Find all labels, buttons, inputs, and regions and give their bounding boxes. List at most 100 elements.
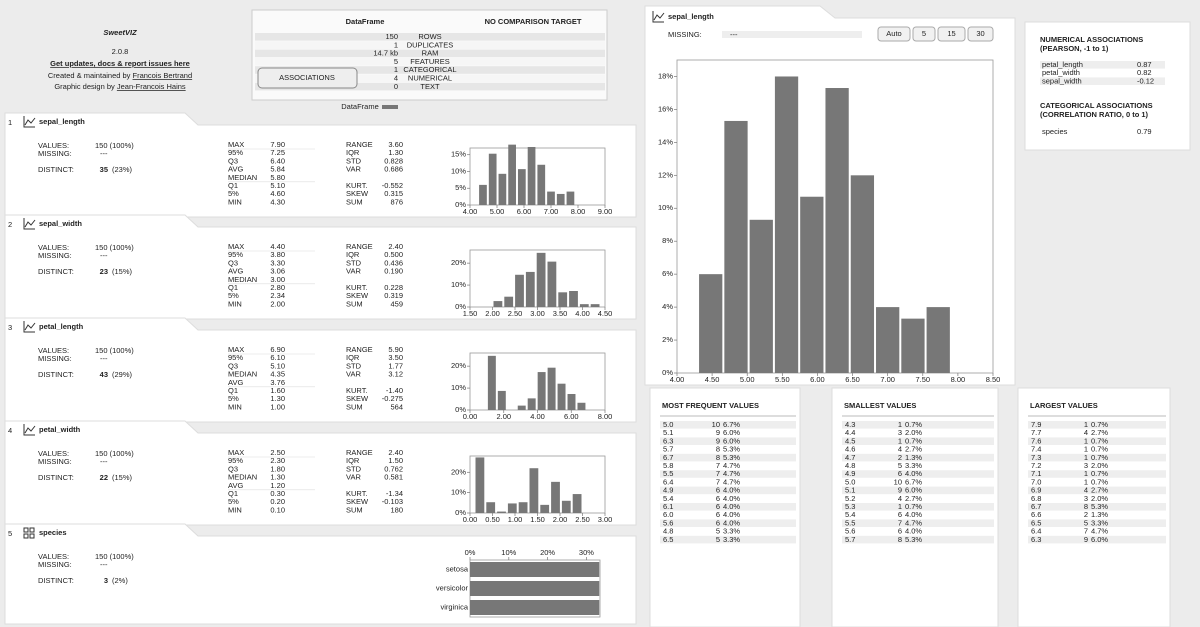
cell-percent: 2.7%	[1091, 428, 1108, 437]
x-tick-label: 4.50	[705, 375, 720, 384]
stat-value: 0.581	[384, 473, 403, 482]
cell-value: 4.3	[845, 420, 855, 429]
field-label: MISSING:	[38, 251, 72, 260]
stat-value: -1.40	[386, 386, 403, 395]
field-value: (23%)	[112, 165, 133, 174]
associations-button[interactable]	[257, 67, 358, 89]
y-tick-label: 16%	[658, 104, 673, 113]
stat-label: AVG	[228, 481, 243, 490]
stat-value: 1.50	[388, 456, 403, 465]
field-value: 43	[100, 370, 108, 379]
cell-count: 9	[716, 428, 720, 437]
row-band	[660, 437, 796, 445]
stat-value: 3.06	[270, 267, 285, 276]
stat-value: 0.315	[384, 189, 403, 198]
row-band	[842, 511, 994, 519]
bar	[479, 184, 487, 205]
stat-label: VAR	[346, 267, 361, 276]
cell-value: 6.4	[1031, 527, 1041, 536]
field-label: DISTINCT:	[38, 165, 74, 174]
cell-percent: 4.0%	[723, 494, 740, 503]
author-link[interactable]: Jean-Francois Hains	[117, 82, 186, 91]
field-value: (2%)	[112, 576, 128, 585]
cell-value: 5.3	[845, 502, 855, 511]
icon	[24, 322, 36, 331]
cell-percent: 6.7%	[905, 477, 922, 486]
bar	[579, 304, 589, 307]
stat-value: 7.90	[270, 140, 285, 149]
bin-button[interactable]	[967, 26, 994, 42]
stat-value: 3.50	[388, 353, 403, 362]
stat-value: 3.00	[270, 275, 285, 284]
x-tick-label: 2.50	[575, 515, 590, 524]
cell-count: 7	[1084, 527, 1088, 536]
stat-value: 0.20	[270, 497, 285, 506]
stat-label: KURT.	[346, 386, 368, 395]
row-band	[1028, 470, 1166, 478]
bin-button[interactable]	[912, 26, 936, 42]
cell-count: 1	[1084, 477, 1088, 486]
stat-value: 4.30	[270, 197, 285, 206]
cell-count: 2	[1084, 510, 1088, 519]
stat-value: -1.34	[386, 489, 403, 498]
field-label: MISSING:	[38, 149, 72, 158]
stat-label: KURT.	[346, 283, 368, 292]
cell-value: 6.3	[1031, 535, 1041, 544]
row-band	[1028, 453, 1166, 462]
field-label: VALUES:	[38, 552, 69, 561]
stat-label: MEDIAN	[228, 275, 257, 284]
stat-label: AVG	[228, 378, 243, 387]
stat-label: AVG	[228, 267, 243, 276]
stat-value: 0.436	[384, 258, 403, 267]
cell-percent: 0.7%	[1091, 469, 1108, 478]
y-tick-label: 0%	[455, 405, 466, 414]
x-tick-label: 0.00	[463, 515, 478, 524]
bar	[537, 164, 546, 205]
category-label: versicolor	[436, 583, 469, 592]
icon	[23, 533, 29, 539]
cell-count: 9	[716, 436, 720, 445]
field-value: ---	[100, 457, 108, 466]
row-band	[1028, 429, 1166, 437]
stat-value: 3.12	[388, 370, 403, 379]
x-tick-label: 7.00	[880, 375, 895, 384]
stat-label: MEDIAN	[228, 370, 257, 379]
x-tick-label: 6.00	[810, 375, 825, 384]
cell-value: 5.4	[845, 510, 855, 519]
row-band	[660, 486, 796, 495]
bin-button-label[interactable]: Auto	[886, 29, 901, 38]
cell-count: 7	[716, 477, 720, 486]
bar	[547, 261, 557, 307]
bar	[825, 88, 849, 374]
row-value: 14.7 kb	[373, 49, 398, 58]
cell-count: 5	[716, 527, 720, 536]
cell-value: 5.0	[663, 420, 673, 429]
field-value: 35	[100, 165, 108, 174]
row-band	[660, 470, 796, 478]
docs-link[interactable]: Get updates, docs & report issues here	[50, 59, 190, 68]
author-link[interactable]: Francois Bertrand	[133, 71, 193, 80]
bin-button-label[interactable]: 30	[976, 29, 984, 38]
stat-label: STD	[346, 464, 362, 473]
cell-count: 6	[716, 494, 720, 503]
icon	[23, 321, 35, 333]
stat-label: MAX	[228, 242, 244, 251]
cell-percent: 5.3%	[723, 445, 740, 454]
bar	[515, 274, 524, 307]
button-label[interactable]: ASSOCIATIONS	[279, 73, 335, 82]
cell-value: 5.0	[845, 477, 855, 486]
x-tick-label: 8.00	[598, 412, 613, 421]
bin-button[interactable]	[937, 26, 966, 42]
bar	[525, 271, 535, 307]
icon	[652, 11, 664, 23]
cell-percent: 0.7%	[1091, 436, 1108, 445]
bin-button-label[interactable]: 15	[947, 29, 955, 38]
field-value: ---	[100, 560, 108, 569]
bin-button-label[interactable]: 5	[922, 29, 926, 38]
cell-count: 6	[716, 518, 720, 527]
row-label: RAM	[422, 49, 439, 58]
cell-percent: 0.7%	[1091, 445, 1108, 454]
bin-button[interactable]	[877, 26, 911, 42]
cell-value: 4.7	[845, 453, 855, 462]
stat-value: 3.30	[270, 258, 285, 267]
